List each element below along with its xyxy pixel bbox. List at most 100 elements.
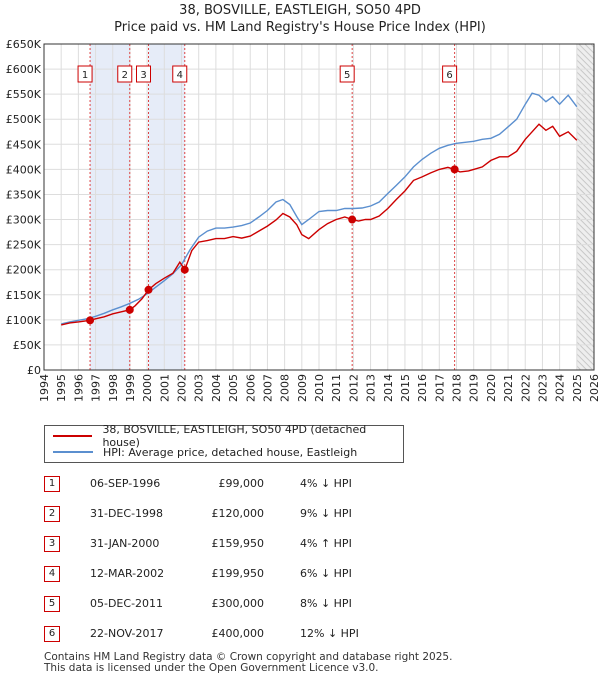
sale-hpi-diff: 4% ↑ HPI <box>300 537 352 550</box>
x-tick-label: 2014 <box>382 374 395 402</box>
forecast-hatch <box>578 44 594 60</box>
forecast-hatch <box>584 44 594 54</box>
sale-label-number: 2 <box>122 70 128 81</box>
sale-price: £400,000 <box>211 627 265 640</box>
forecast-hatch <box>576 161 594 180</box>
forecast-hatch <box>576 245 594 264</box>
sale-date: 12-MAR-2002 <box>90 567 165 580</box>
x-tick-label: 2001 <box>158 374 171 402</box>
forecast-hatch <box>576 203 594 222</box>
forecast-hatch <box>576 77 594 96</box>
x-tick-label: 2009 <box>296 374 309 402</box>
x-tick-label: 2024 <box>554 374 567 402</box>
legend-item-hpi: HPI: Average price, detached house, East… <box>53 444 357 460</box>
legend-label-property: 38, BOSVILLE, EASTLEIGH, SO50 4PD (detac… <box>102 423 367 449</box>
sale-point <box>144 285 153 294</box>
footer-attribution: Contains HM Land Registry data © Crown c… <box>44 652 452 674</box>
forecast-hatch <box>576 275 594 294</box>
sale-label-number: 5 <box>344 70 350 81</box>
x-tick-label: 2011 <box>330 374 343 402</box>
x-tick-label: 1994 <box>38 374 51 402</box>
x-tick-label: 2022 <box>519 374 532 402</box>
sale-hpi-diff: 8% ↓ HPI <box>300 597 352 610</box>
sales-row: 1 06-SEP-1996 £99,000 4% ↓ HPI <box>44 474 444 494</box>
sale-point <box>86 316 95 325</box>
x-tick-label: 2003 <box>193 374 206 402</box>
legend-swatch-property <box>53 435 93 437</box>
forecast-hatch <box>576 359 588 370</box>
x-tick-label: 2004 <box>210 374 223 402</box>
x-tick-label: 2021 <box>502 374 515 402</box>
forecast-hatch <box>576 47 594 66</box>
x-tick-label: 2018 <box>451 374 464 402</box>
forecast-hatch <box>576 137 594 156</box>
forecast-hatch <box>576 149 594 168</box>
sale-hpi-diff: 6% ↓ HPI <box>300 567 352 580</box>
forecast-hatch <box>576 239 594 258</box>
y-tick-label: £150K <box>6 289 42 302</box>
y-tick-label: £100K <box>6 314 42 327</box>
sale-marker-lines <box>89 44 456 370</box>
sale-label-box <box>136 65 151 83</box>
sale-date: 22-NOV-2017 <box>90 627 164 640</box>
legend: 38, BOSVILLE, EASTLEIGH, SO50 4PD (detac… <box>44 423 404 463</box>
sale-points <box>86 165 459 325</box>
sales-row: 4 12-MAR-2002 £199,950 6% ↓ HPI <box>44 564 444 584</box>
forecast-hatch <box>576 299 594 318</box>
forecast-hatch <box>576 221 594 240</box>
forecast-hatch <box>576 113 594 132</box>
forecast-hatch <box>576 155 594 174</box>
plot-border <box>43 43 595 371</box>
forecast-hatch <box>576 131 594 150</box>
sale-number-badge: 5 <box>44 596 60 612</box>
sale-hpi-diff: 4% ↓ HPI <box>300 477 352 490</box>
y-tick-label: £350K <box>6 188 42 201</box>
forecast-hatch <box>576 233 594 252</box>
forecast-hatch <box>576 83 594 102</box>
x-tick-label: 2026 <box>588 374 600 402</box>
grid-lines <box>43 43 595 371</box>
forecast-hatch <box>576 95 594 114</box>
x-tick-label: 2012 <box>347 374 360 402</box>
x-tick-label: 1995 <box>55 374 68 402</box>
x-tick-label: 2008 <box>279 374 292 402</box>
forecast-hatch <box>576 317 594 336</box>
y-tick-label: £250K <box>6 239 42 252</box>
x-tick-label: 2006 <box>244 374 257 402</box>
sale-price: £120,000 <box>211 507 265 520</box>
sale-price: £159,950 <box>211 537 265 550</box>
sale-label-box <box>339 65 355 83</box>
x-axis-labels: 1994 1995 1996 1997 1998 1999 2000 2001 2002 2003… <box>38 374 600 402</box>
y-tick-label: £400K <box>6 163 42 176</box>
x-tick-label: 2019 <box>468 374 481 402</box>
footer-line-1: Contains HM Land Registry data © Crown c… <box>44 651 453 663</box>
x-tick-label: 2015 <box>399 374 412 402</box>
forecast-hatch <box>576 101 594 120</box>
forecast-hatch <box>576 269 594 288</box>
chart-title-block: 38, BOSVILLE, EASTLEIGH, SO50 4PD Price … <box>0 2 600 36</box>
forecast-hatch <box>576 281 594 300</box>
sale-number-badge: 4 <box>44 566 60 582</box>
x-tick-label: 2005 <box>227 374 240 402</box>
forecast-hatch <box>576 293 594 312</box>
forecast-hatch <box>576 323 594 342</box>
x-tick-label: 1997 <box>90 374 103 402</box>
sale-point <box>348 215 357 224</box>
sale-label-box <box>77 65 93 83</box>
x-tick-label: 2020 <box>485 374 498 402</box>
forecast-hatch <box>576 167 594 186</box>
forecast-hatch <box>576 353 594 370</box>
sale-date: 31-DEC-1998 <box>90 507 164 520</box>
sale-price: £199,950 <box>211 567 265 580</box>
forecast-hatch <box>576 365 582 370</box>
y-axis-labels: £0 £50K £100K £150K £200K £250K £300K £350K £400… <box>6 38 42 377</box>
sale-point <box>450 165 459 174</box>
sale-date: 06-SEP-1996 <box>90 477 161 490</box>
forecast-hatch <box>576 89 594 108</box>
sale-label-number: 1 <box>82 70 88 81</box>
forecast-hatch <box>576 197 594 216</box>
y-tick-label: £650K <box>6 38 42 51</box>
sale-price: £99,000 <box>218 477 265 490</box>
sale-number-badge: 6 <box>44 626 60 642</box>
x-tick-label: 2017 <box>433 374 446 402</box>
